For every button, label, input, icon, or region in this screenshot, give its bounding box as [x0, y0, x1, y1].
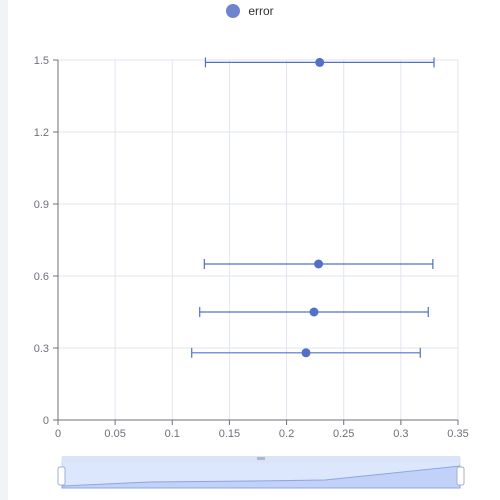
- y-tick-label: 0.9: [34, 199, 49, 211]
- left-edge-strip: [0, 0, 8, 500]
- x-tick-label: 0: [55, 428, 61, 440]
- x-tick-label: 0.05: [104, 428, 125, 440]
- x-tick-label: 0.15: [219, 428, 240, 440]
- legend-marker-icon: [226, 4, 241, 18]
- x-tick-label: 0.3: [393, 428, 408, 440]
- axes: 0 0.05 0.1 0.15 0.2 0.25 0.3 0.35 0 0.3 0.6 0.9 1.2 1…: [34, 55, 469, 440]
- data-point[interactable]: [301, 348, 311, 358]
- legend-label: error: [248, 4, 274, 18]
- data-point[interactable]: [309, 307, 319, 317]
- x-tick-label: 0.35: [447, 428, 468, 440]
- data-zoom-slider[interactable]: [57, 456, 465, 489]
- x-tick-label: 0.1: [165, 428, 180, 440]
- y-tick-label: 1.2: [34, 127, 49, 139]
- data-zoom-preview-area: [61, 465, 461, 489]
- data-zoom-right-handle[interactable]: [456, 466, 465, 486]
- y-tick-label: 1.5: [34, 55, 49, 67]
- y-tick-label: 0.3: [34, 343, 49, 355]
- data-point[interactable]: [314, 259, 324, 269]
- y-tick-label: 0: [43, 415, 49, 427]
- x-tick-label: 0.25: [333, 428, 354, 440]
- x-tick-label: 0.2: [279, 428, 294, 440]
- series-error[interactable]: [191, 57, 435, 358]
- y-tick-label: 0.6: [34, 271, 49, 283]
- legend[interactable]: error: [0, 4, 500, 18]
- data-zoom-left-handle[interactable]: [57, 466, 66, 486]
- grid: [58, 59, 459, 420]
- data-point[interactable]: [315, 57, 325, 67]
- data-zoom-move-grip-icon: [257, 457, 265, 460]
